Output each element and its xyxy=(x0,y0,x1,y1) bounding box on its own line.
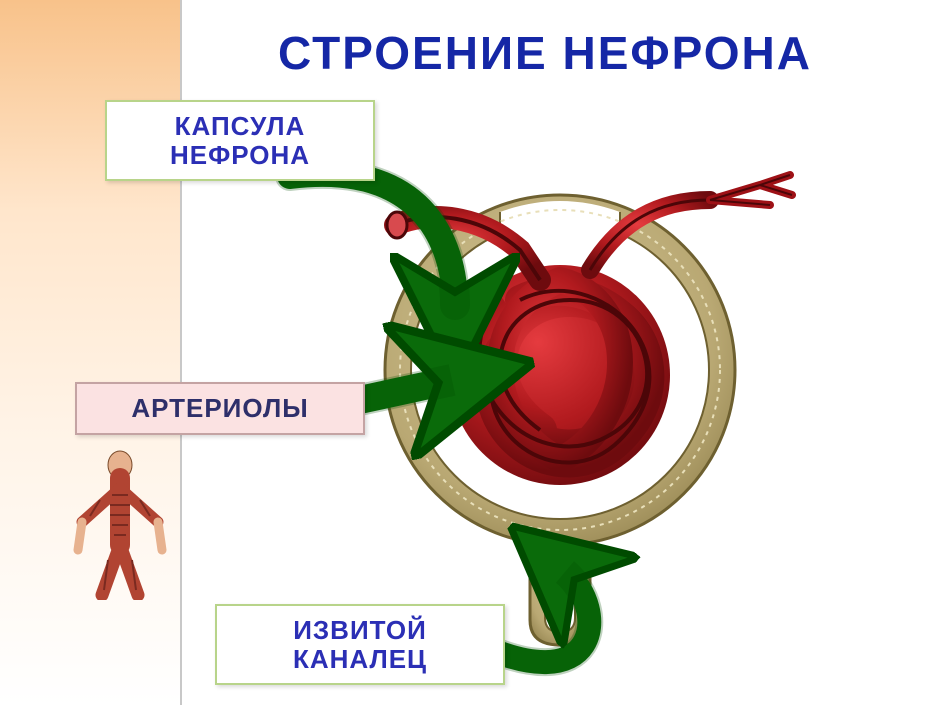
label-capsule: КАПСУЛА НЕФРОНА xyxy=(105,100,375,181)
afferent-arteriole xyxy=(387,212,540,280)
page-title: СТРОЕНИЕ НЕФРОНА xyxy=(170,26,920,80)
label-capsule-text: КАПСУЛА НЕФРОНА xyxy=(170,111,310,170)
human-figure-icon xyxy=(70,450,170,600)
label-arteriole-text: АРТЕРИОЛЫ xyxy=(131,393,308,423)
slide-root: СТРОЕНИЕ НЕФРОНА xyxy=(0,0,940,705)
nephron-capsule xyxy=(385,195,735,645)
label-arteriole: АРТЕРИОЛЫ xyxy=(75,382,365,435)
efferent-arteriole xyxy=(590,175,792,270)
glomerulus xyxy=(450,265,670,485)
label-tubule-text: ИЗВИТОЙ КАНАЛЕЦ xyxy=(293,615,427,674)
label-tubule: ИЗВИТОЙ КАНАЛЕЦ xyxy=(215,604,505,685)
